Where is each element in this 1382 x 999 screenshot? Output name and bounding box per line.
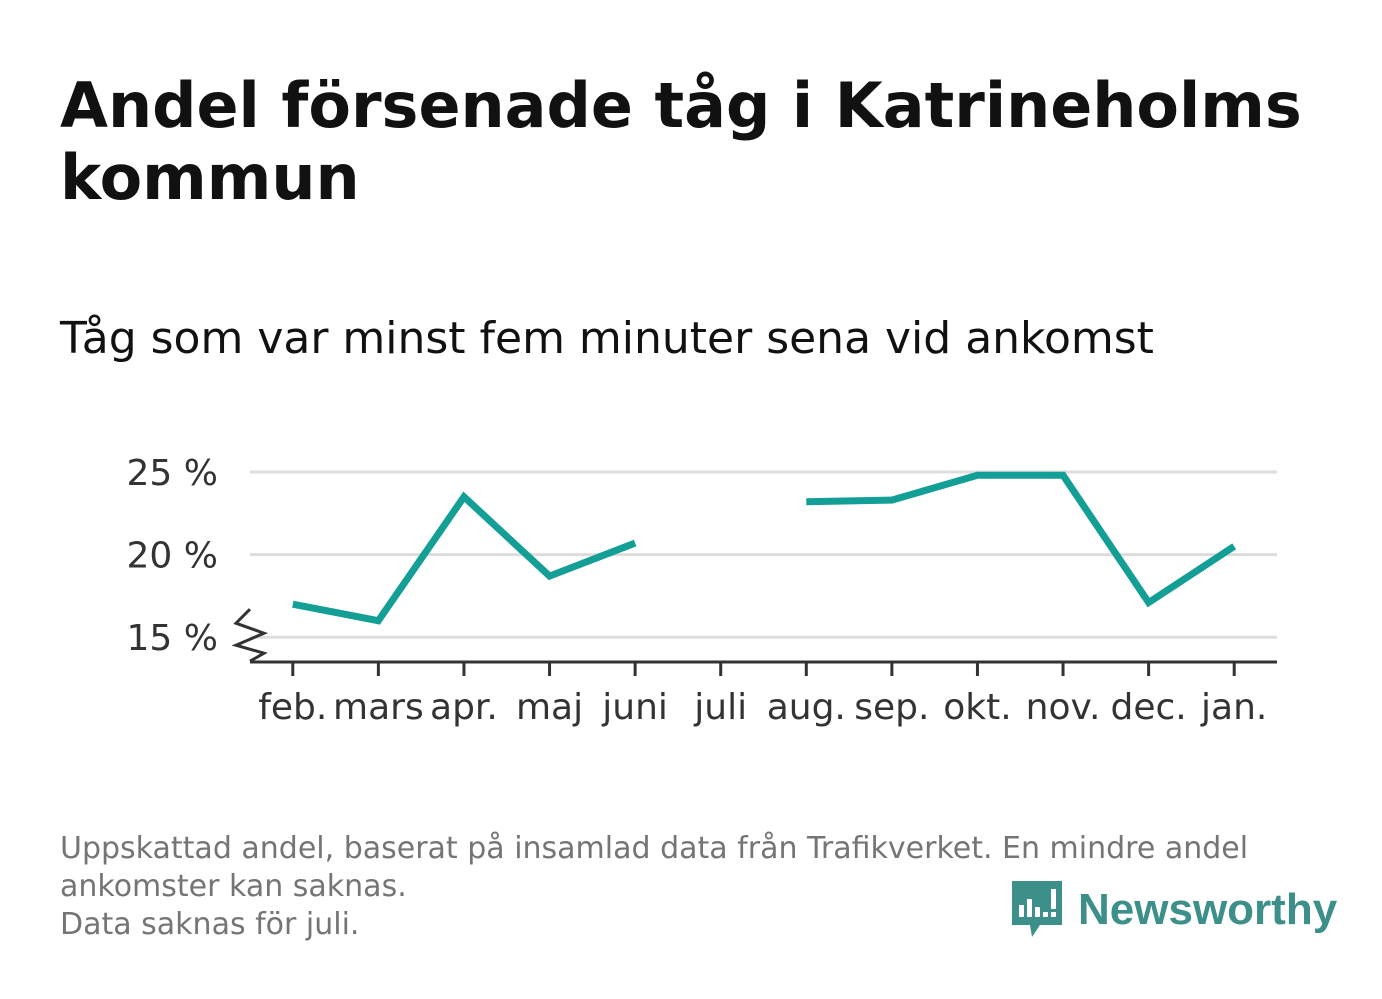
newsworthy-logo-icon [1012, 881, 1062, 937]
x-tick-label: nov. [1026, 687, 1101, 728]
series-line-segment [806, 471, 1237, 608]
footnote: Uppskattad andel, baserat på insamlad da… [60, 830, 1310, 944]
y-tick-label: 15 % [127, 618, 218, 659]
line-chart: 15 % 20 % 25 % feb. mars apr. maj juni juli aug.… [127, 453, 1277, 728]
chart-subtitle: Tåg som var minst fem minuter sena vid a… [60, 313, 1154, 364]
y-tick-label: 25 % [127, 453, 218, 494]
x-tick-label: aug. [767, 687, 846, 728]
series-lines [292, 471, 1237, 625]
x-tick-label: sep. [854, 687, 929, 728]
footnote-missing-data: Data saknas för juli. [60, 907, 360, 942]
gridlines [250, 470, 1277, 639]
x-tick-label: juni [601, 687, 668, 728]
x-tick-label: feb. [258, 687, 327, 728]
y-tick-labels: 15 % 20 % 25 % [127, 453, 218, 659]
x-tick-label: mars [333, 687, 424, 728]
y-tick-label: 20 % [127, 536, 218, 577]
series-line-segment [292, 491, 637, 625]
brand-logo: Newsworthy [1010, 878, 1337, 942]
x-tick-label: jan. [1200, 687, 1267, 728]
x-tick-label: juli [693, 687, 747, 728]
x-tick-label: dec. [1111, 687, 1187, 728]
x-tick-label: maj [516, 687, 583, 728]
x-ticks: feb. mars apr. maj juni juli aug. sep. okt. nov. d… [258, 662, 1267, 728]
x-tick-label: okt. [943, 687, 1011, 728]
x-axis [231, 608, 1277, 664]
footnote-source: Uppskattad andel, baserat på insamlad da… [60, 831, 1249, 904]
brand-name: Newsworthy [1078, 885, 1338, 934]
x-tick-label: apr. [430, 687, 498, 728]
chart-title: Andel försenade tåg i Katrineholms kommu… [60, 69, 1302, 214]
axis-break-icon [231, 608, 269, 663]
